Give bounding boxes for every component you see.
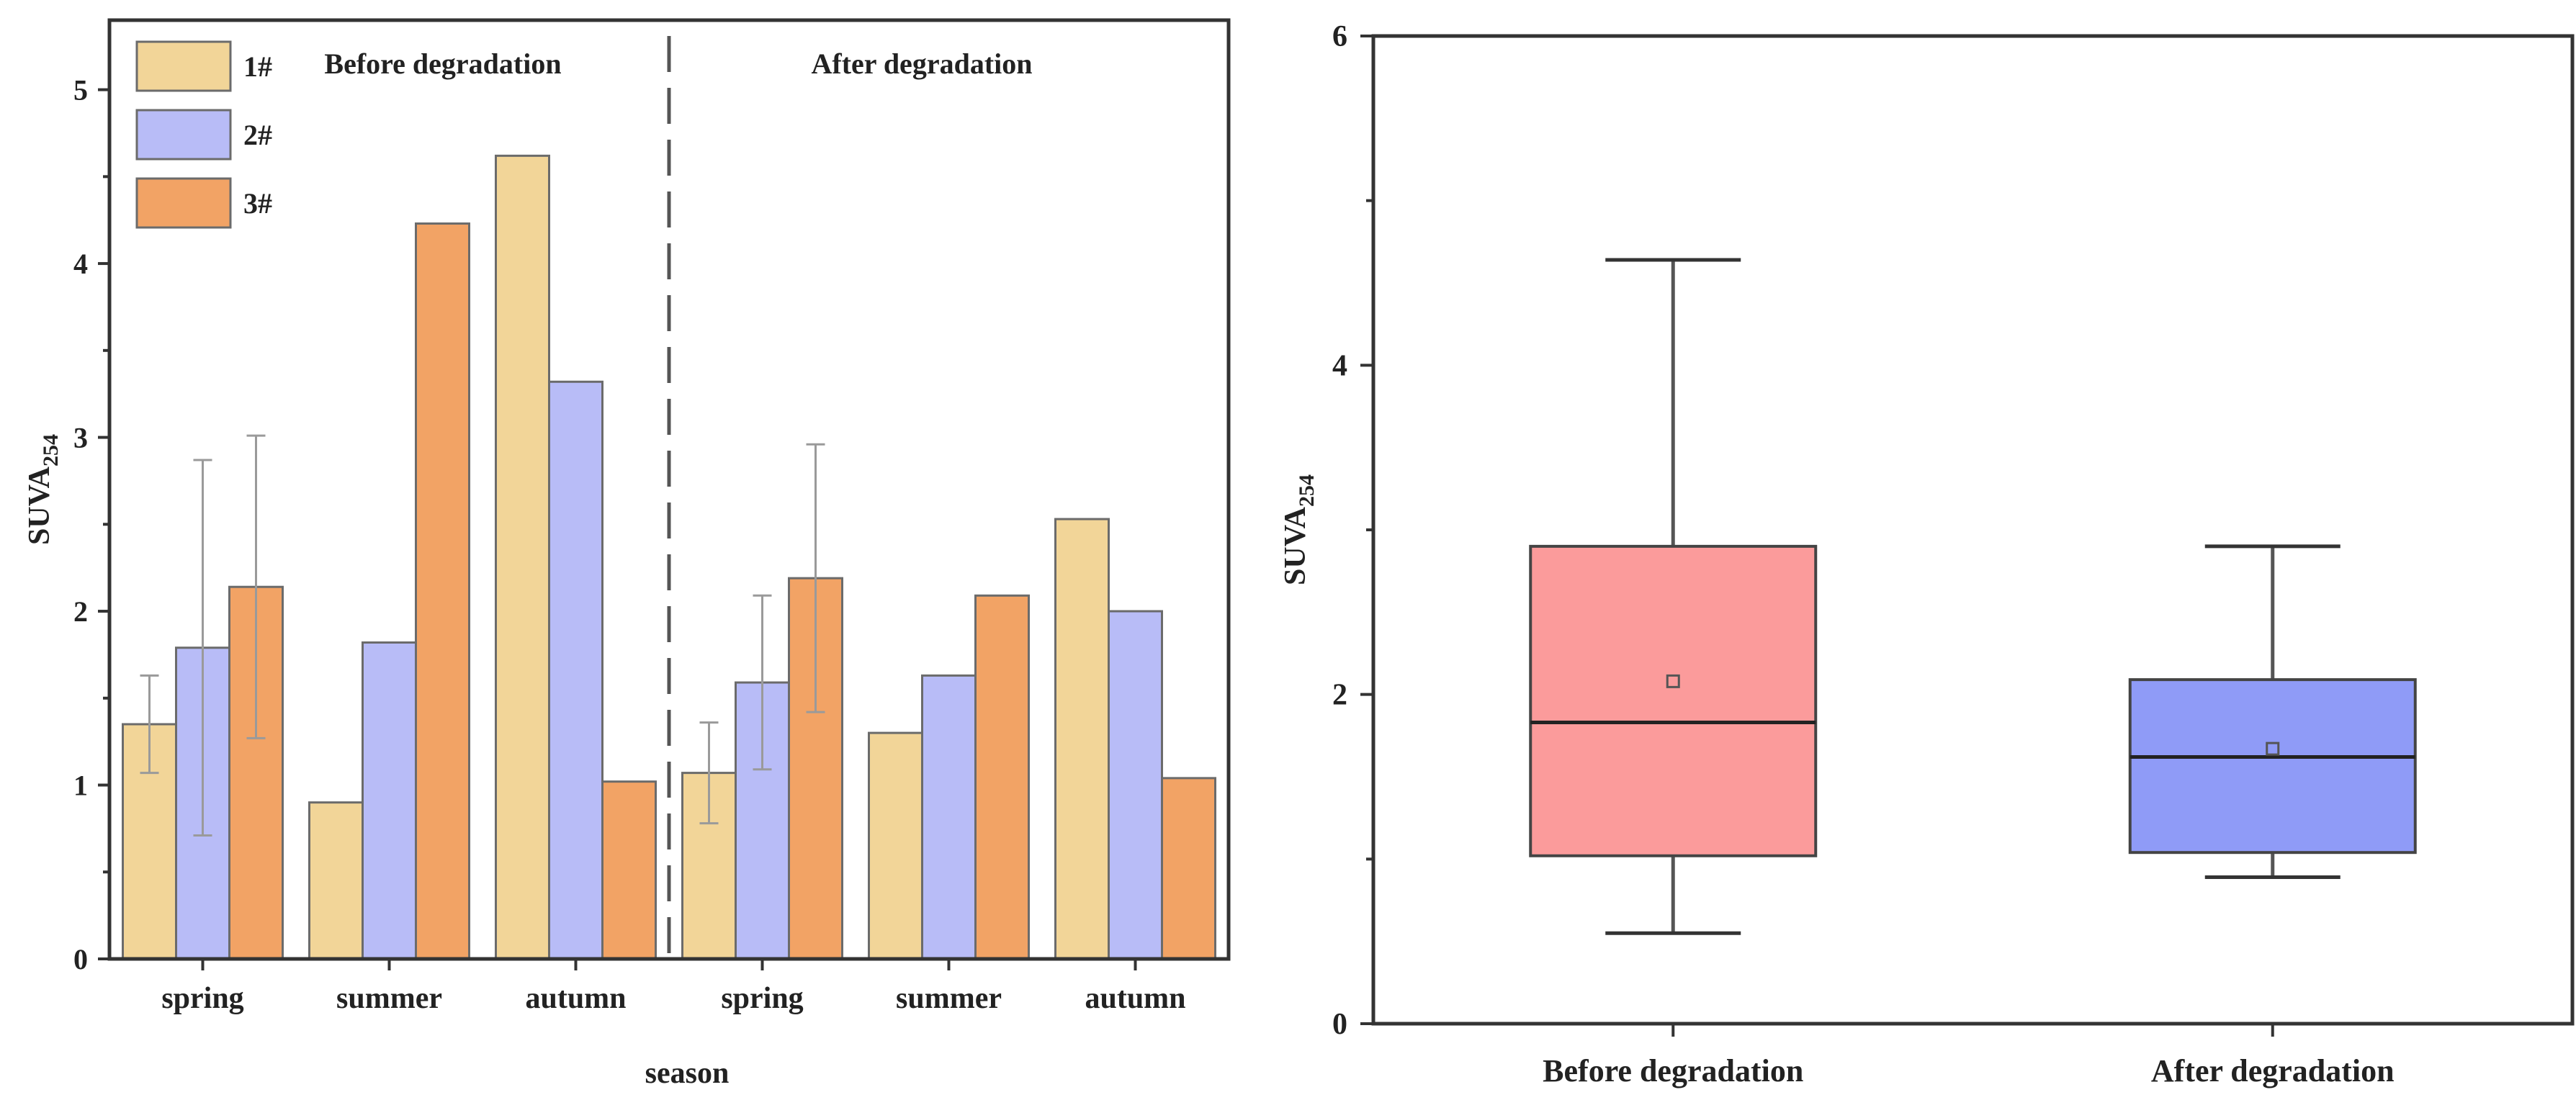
bar-error-bars: [140, 434, 825, 837]
bar-chart: 0 1 2 3 4 5 spring summer autumn spring summer aut…: [23, 18, 1231, 1090]
x-tick-label: spring: [161, 982, 243, 1015]
x-tick-label: Before degradation: [1543, 1053, 1803, 1088]
y-tick-label: 0: [73, 943, 88, 975]
mean-marker-before: [1666, 674, 1680, 688]
box-marks: [1529, 258, 2417, 935]
bar-y-axis-label: SUVA254: [23, 434, 63, 545]
bar-1-1: [308, 801, 364, 960]
bar-y-ticks: 0 1 2 3 4 5: [73, 74, 109, 975]
bar-2-2: [548, 380, 603, 960]
x-tick-label: After degradation: [2151, 1053, 2395, 1088]
box-after: [2128, 678, 2417, 855]
y-tick-label: 2: [1332, 679, 1347, 712]
bar-3-2: [601, 780, 657, 960]
box-y-axis-label: SUVA254: [1279, 474, 1319, 585]
x-tick-label: summer: [896, 982, 1002, 1015]
group-label-after: After degradation: [812, 48, 1033, 80]
y-tick-label: 4: [73, 248, 88, 280]
bar-x-axis-label: season: [645, 1057, 730, 1090]
legend-swatch-3: [135, 177, 232, 229]
legend-swatch-2: [135, 109, 232, 161]
y-tick-label: 5: [73, 74, 88, 107]
x-tick-label: autumn: [1085, 982, 1185, 1015]
bar-3-4: [974, 594, 1030, 960]
box-chart: 0 2 4 6 Before degradation After degradation…: [1279, 20, 2575, 1088]
x-tick-label: spring: [721, 982, 803, 1015]
x-tick-label: summer: [336, 982, 442, 1015]
box-x-ticks: Before degradation After degradation: [1543, 1024, 2395, 1088]
bar-2-5: [1108, 610, 1163, 960]
group-label-before: Before degradation: [324, 48, 561, 80]
box-plot-frame: [1371, 34, 2575, 1026]
bar-1-5: [1054, 518, 1110, 960]
y-tick-label: 6: [1332, 20, 1347, 53]
legend-label-3: 3#: [243, 187, 272, 220]
bar-plot-frame: [107, 18, 1231, 961]
mean-marker-after: [2266, 741, 2280, 756]
bar-1-2: [495, 154, 550, 960]
y-tick-label: 3: [73, 422, 88, 454]
bar-1-4: [868, 731, 923, 960]
bar-2-4: [921, 674, 977, 960]
legend-swatch-1: [135, 40, 232, 92]
legend-label-2: 2#: [243, 119, 272, 151]
bar-3-5: [1161, 777, 1216, 960]
bar-x-ticks: spring summer autumn spring summer autumn: [161, 959, 1186, 1015]
y-tick-label: 4: [1332, 349, 1347, 382]
box-y-ticks: 0 2 4 6: [1332, 20, 1373, 1041]
x-tick-label: autumn: [525, 982, 626, 1015]
bar-3-1: [415, 222, 470, 960]
bar-2-1: [362, 641, 417, 960]
y-tick-label: 2: [73, 595, 88, 628]
y-tick-label: 1: [73, 770, 88, 802]
bar-legend: 1# 2# 3#: [135, 40, 272, 229]
y-tick-label: 0: [1332, 1008, 1347, 1041]
legend-label-1: 1#: [243, 50, 272, 83]
bar-marks: [122, 154, 1216, 960]
box-before: [1529, 544, 1818, 857]
